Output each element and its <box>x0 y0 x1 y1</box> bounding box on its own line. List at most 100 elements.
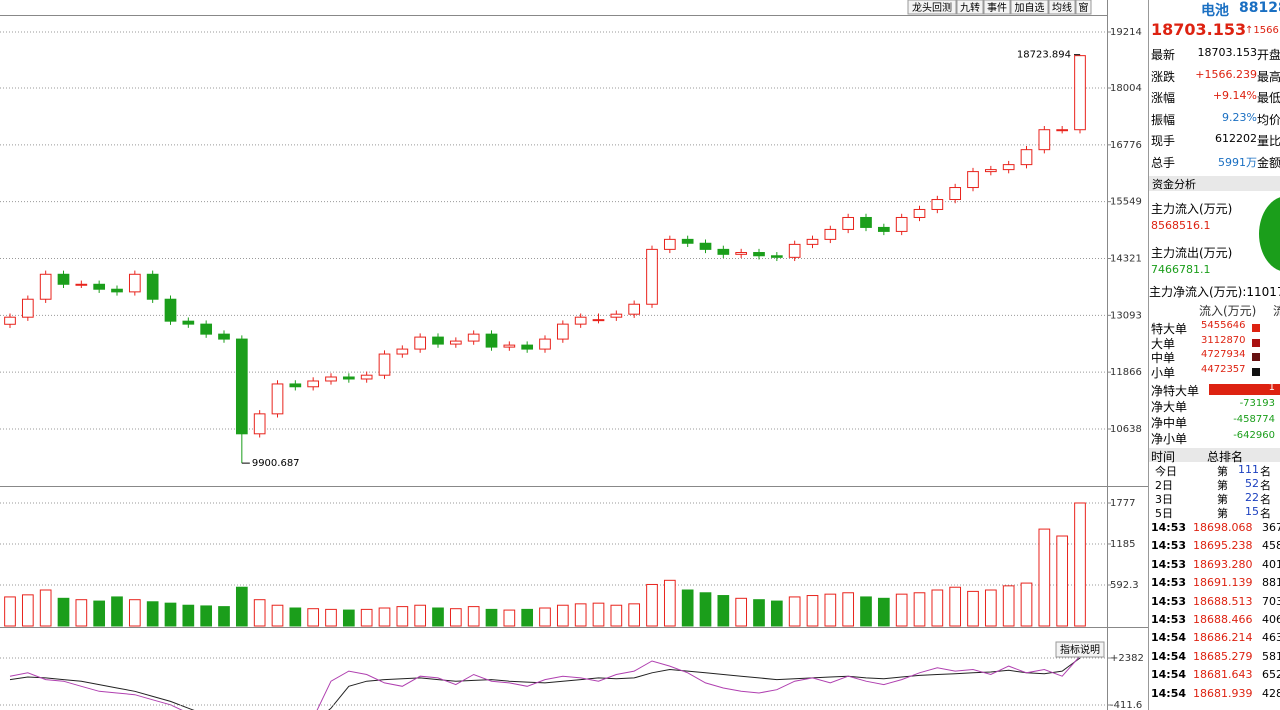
volume-bar <box>984 589 997 627</box>
tick-volume: 881 <box>1262 576 1280 590</box>
candle-body <box>485 333 498 348</box>
tick-price: 18698.068 <box>1193 521 1253 534</box>
net-value: -73193 <box>1239 398 1275 409</box>
tick-volume: 581 <box>1262 649 1280 663</box>
indicator-button[interactable] <box>1055 641 1105 658</box>
tick-time: 14:53 <box>1151 557 1187 571</box>
y-tick-label: -411.6 <box>1110 700 1142 710</box>
flow-value: 4472357 <box>1201 363 1246 375</box>
toolbar-label: 加自选 <box>1015 1 1045 14</box>
volume-bar <box>57 597 70 627</box>
y-tick-label: 592.3 <box>1110 580 1139 591</box>
y-tick-label: 15549 <box>1110 197 1142 208</box>
volume-bar <box>253 599 266 627</box>
candle-body <box>610 313 623 318</box>
candle-body <box>556 323 569 340</box>
quote-label: 金额 <box>1257 155 1280 170</box>
volume-bar <box>164 602 177 627</box>
y-tick-label: 18004 <box>1110 83 1142 94</box>
candle-body <box>860 216 872 228</box>
volume-bar <box>289 607 302 627</box>
volume-bar <box>521 608 534 627</box>
quote-label: 总手 <box>1151 155 1176 170</box>
tick-price: 18691.139 <box>1193 576 1253 590</box>
candle-body <box>628 303 641 315</box>
fund-net: 主力净流入(万元):11017 <box>1149 285 1280 299</box>
candle-body <box>717 248 730 255</box>
rank-label: 2日 <box>1155 479 1173 492</box>
volume-bar <box>39 589 52 627</box>
y-tick-label: 11866 <box>1110 367 1142 378</box>
rank-text: 名 <box>1260 479 1271 492</box>
volume-bar <box>75 599 88 627</box>
volume-bar <box>1002 585 1015 627</box>
side-panel: 电池8812818703.153↑1566.2最新18703.153开盘涨跌+1… <box>1148 0 1280 710</box>
volume-bar <box>200 605 213 627</box>
tick-time: 14:54 <box>1151 668 1187 682</box>
rank-text: 第 <box>1217 479 1228 492</box>
toolbar-button[interactable] <box>907 0 957 15</box>
candle-body <box>574 316 587 325</box>
candle-body <box>378 353 391 376</box>
volume-bar <box>860 596 872 627</box>
volume-bar <box>646 583 658 627</box>
tick-time: 14:53 <box>1151 613 1187 626</box>
volume-bar <box>610 604 623 627</box>
volume-bar <box>806 595 819 627</box>
volume-bar <box>1056 535 1069 627</box>
y-tick-label: +2382 <box>1110 653 1144 664</box>
tick-time: 14:53 <box>1151 539 1187 553</box>
candle-body <box>57 273 70 285</box>
tick-volume: 367 <box>1262 521 1280 534</box>
flow-label: 小单 <box>1151 365 1176 380</box>
volume-bar <box>949 586 962 627</box>
rank-value: 22 <box>1245 491 1259 504</box>
quote-label: 涨跌 <box>1151 69 1176 84</box>
tick-price: 18685.279 <box>1193 649 1253 663</box>
candle-body <box>646 248 658 305</box>
rank-text: 第 <box>1217 465 1228 478</box>
quote-label: 最高 <box>1257 69 1280 84</box>
toolbar-button[interactable] <box>1048 0 1076 15</box>
candle-body <box>289 383 302 388</box>
volume-bar <box>628 603 641 627</box>
y-tick-label: 16776 <box>1110 140 1142 151</box>
stock-name: 电池 <box>1201 3 1229 19</box>
volume-bar <box>396 606 409 627</box>
net-label: 净大单 <box>1151 400 1188 414</box>
rank-text: 名 <box>1260 507 1271 520</box>
candle-body <box>842 216 855 230</box>
volume-bar <box>360 608 373 627</box>
change: ↑1566.2 <box>1245 25 1280 36</box>
toolbar-button[interactable] <box>956 0 984 15</box>
candle-body <box>895 216 908 232</box>
toolbar-button[interactable] <box>1010 0 1049 15</box>
tick-volume: 458 <box>1262 539 1280 553</box>
tick-price: 18681.643 <box>1193 668 1253 682</box>
quote-label: 开盘 <box>1257 48 1280 62</box>
candle-body <box>93 283 106 290</box>
candle-body <box>824 228 837 240</box>
tick-price: 18695.238 <box>1193 539 1253 553</box>
volume-bar <box>877 597 890 627</box>
candle-body <box>146 273 159 300</box>
toolbar-button[interactable] <box>1075 0 1092 15</box>
tick-price: 18688.466 <box>1193 613 1253 626</box>
quote-label: 均价 <box>1257 112 1280 127</box>
candle-body <box>931 199 944 210</box>
toolbar-button[interactable] <box>983 0 1011 15</box>
candle-body <box>949 187 962 201</box>
candle-body <box>521 344 534 350</box>
candle-body <box>681 238 694 244</box>
candle-body <box>788 243 801 258</box>
indicator-line <box>9 657 1081 710</box>
volume-bar <box>735 597 748 627</box>
quote-label: 振幅 <box>1151 112 1176 127</box>
fund-label: 主力流出(万元) <box>1151 246 1233 260</box>
candle-body <box>342 376 355 380</box>
volume-bar <box>788 596 801 627</box>
candle-body <box>467 333 480 342</box>
volume-bar <box>717 595 730 627</box>
quote-value: 18703.153 <box>1197 46 1258 59</box>
flow-label: 中单 <box>1151 351 1176 365</box>
